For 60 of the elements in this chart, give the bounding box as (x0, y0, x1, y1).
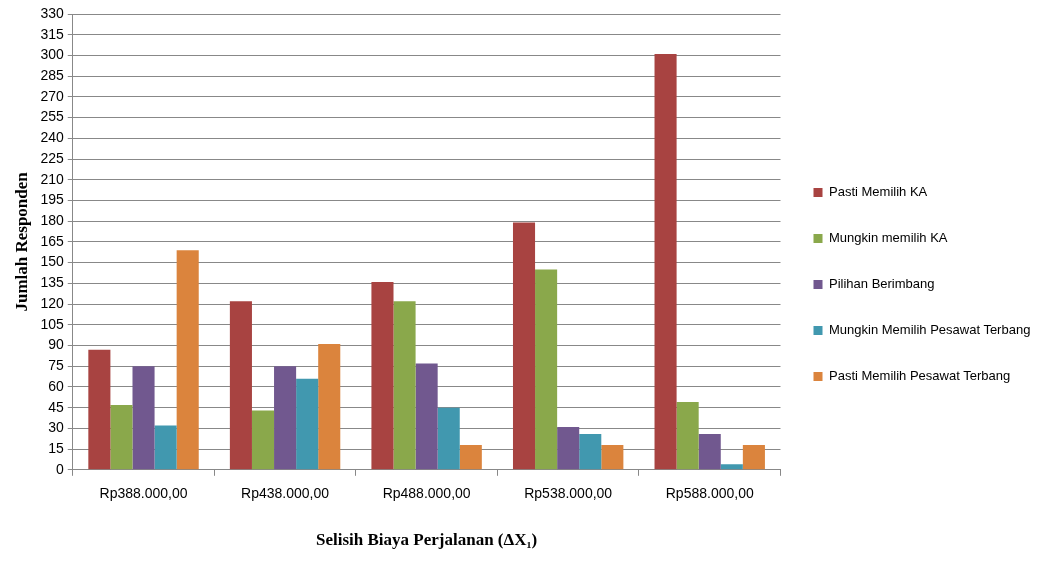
x-axis-title: Selisih Biaya Perjalanan (ΔX₁) (316, 530, 538, 550)
bar (535, 269, 558, 470)
bar (698, 433, 721, 470)
bar (229, 301, 252, 470)
y-axis-title: Jumlah Responden (11, 171, 31, 312)
bar (371, 281, 394, 470)
bar (296, 378, 319, 470)
y-tick-label: 0 (55, 460, 64, 477)
bar (742, 444, 765, 470)
y-tick-label: 180 (40, 212, 64, 229)
y-tick-label: 315 (40, 25, 64, 42)
legend-label: Pasti Memilih Pesawat Terbang (829, 368, 1011, 384)
legend-label: Pasti Memilih KA (829, 184, 928, 200)
x-tick-label: Rp388.000,00 (99, 485, 188, 502)
bar (88, 349, 111, 470)
bar (720, 464, 743, 470)
y-tick-label: 330 (40, 4, 64, 21)
bar (154, 425, 177, 470)
bar (557, 426, 580, 470)
bar (318, 344, 341, 470)
x-tick-label: Rp588.000,00 (665, 485, 754, 502)
y-tick-label: 30 (48, 419, 64, 436)
y-tick-label: 285 (40, 67, 64, 84)
bar (415, 363, 438, 470)
y-tick-label: 300 (40, 46, 64, 63)
x-tick-label: Rp488.000,00 (382, 485, 471, 502)
y-tick-label: 225 (40, 149, 64, 166)
bar (601, 444, 624, 470)
y-tick-label: 135 (40, 274, 64, 291)
legend-label: Mungkin Memilih Pesawat Terbang (829, 322, 1031, 338)
y-tick-label: 60 (48, 377, 64, 394)
bar (579, 433, 602, 470)
legend-label: Pilihan Berimbang (829, 276, 935, 292)
bar (132, 366, 155, 470)
y-tick-label: 270 (40, 87, 64, 104)
bar (459, 444, 482, 470)
bar (393, 301, 416, 470)
bar (110, 404, 133, 470)
y-tick-label: 195 (40, 191, 64, 208)
x-tick-label: Rp438.000,00 (241, 485, 330, 502)
bar (251, 410, 275, 470)
x-tick-label: Rp538.000,00 (524, 485, 613, 502)
legend-label: Mungkin memilih KA (829, 230, 948, 246)
y-tick-label: 45 (48, 398, 64, 415)
bar (654, 54, 677, 470)
y-tick-label: 150 (40, 253, 64, 270)
y-tick-label: 240 (40, 129, 64, 146)
y-tick-label: 255 (40, 108, 64, 125)
bar (512, 222, 536, 470)
bar (676, 402, 699, 470)
y-tick-label: 210 (40, 170, 64, 187)
y-tick-label: 105 (40, 315, 64, 332)
y-tick-label: 75 (48, 357, 64, 374)
bar (274, 366, 297, 470)
y-tick-label: 120 (40, 294, 64, 311)
y-tick-label: 165 (40, 232, 64, 249)
y-tick-label: 90 (48, 336, 64, 353)
bar (176, 250, 199, 470)
bar (437, 407, 460, 470)
y-tick-label: 15 (48, 439, 64, 456)
